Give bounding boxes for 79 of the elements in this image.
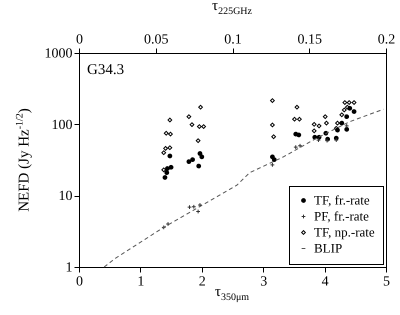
x-tick-label: 5 xyxy=(383,274,390,290)
point xyxy=(293,144,298,150)
point xyxy=(352,109,356,114)
point xyxy=(190,157,195,162)
x-axis-title: τ$_{350μm}$ xyxy=(214,284,250,303)
point xyxy=(162,175,168,180)
point xyxy=(312,128,317,134)
point xyxy=(168,118,172,122)
point xyxy=(198,202,202,208)
legend-label: PF, fr.-rate xyxy=(314,208,370,224)
point xyxy=(196,209,200,214)
point xyxy=(312,122,317,127)
point xyxy=(344,124,350,128)
x2-axis-title: τ$_{225GHz}$ xyxy=(212,0,252,17)
y-tick-label: 1 xyxy=(66,260,72,276)
point xyxy=(316,124,322,128)
legend-label: TF, fr.-rate xyxy=(314,192,370,208)
x-tick-label: 4 xyxy=(322,274,329,290)
point xyxy=(165,166,170,171)
point xyxy=(198,151,202,156)
point xyxy=(168,154,172,158)
point xyxy=(270,162,275,168)
point xyxy=(201,124,206,129)
point xyxy=(270,98,275,103)
x2-tick-label: 0.15 xyxy=(298,32,322,48)
point xyxy=(344,127,350,132)
point xyxy=(164,170,170,176)
point xyxy=(191,204,196,210)
y-tick-label: 100 xyxy=(52,118,72,133)
point xyxy=(292,116,297,122)
point xyxy=(166,222,170,226)
x2-tick-label: 0 xyxy=(76,32,83,48)
point xyxy=(322,114,328,120)
y-tick-label: 10 xyxy=(58,189,72,204)
point xyxy=(190,122,194,128)
x-tick-label: 2 xyxy=(198,274,206,290)
point xyxy=(293,132,298,136)
point xyxy=(196,164,202,168)
point xyxy=(271,134,276,140)
point xyxy=(270,122,275,128)
x2-tick-label: 0.1 xyxy=(224,32,242,48)
point xyxy=(344,114,350,120)
point xyxy=(186,114,192,120)
x-tick-label: 3 xyxy=(260,274,268,290)
legend-label: BLIP xyxy=(314,240,342,256)
point xyxy=(324,120,329,126)
x-tick-label: 0 xyxy=(76,274,83,290)
point xyxy=(342,108,347,112)
point xyxy=(198,104,203,110)
point xyxy=(296,132,302,138)
point xyxy=(163,146,168,151)
point xyxy=(168,164,174,170)
point xyxy=(164,130,169,136)
point xyxy=(346,100,352,105)
point xyxy=(342,100,348,105)
point xyxy=(168,145,172,150)
x2-tick-label: 0.2 xyxy=(378,32,396,48)
point xyxy=(335,120,340,126)
point xyxy=(298,143,302,148)
y-tick-label: 1000 xyxy=(44,46,72,62)
point xyxy=(161,150,166,156)
legend-label: TF, np.-rate xyxy=(314,224,375,240)
x-tick-label: 1 xyxy=(137,274,144,290)
point xyxy=(161,167,166,172)
point xyxy=(312,134,318,140)
point xyxy=(186,159,192,164)
point xyxy=(297,116,302,122)
point xyxy=(294,104,300,110)
point xyxy=(352,100,356,105)
x2-tick-label: 0.05 xyxy=(144,32,168,48)
point xyxy=(339,112,344,118)
point xyxy=(339,120,344,126)
point xyxy=(199,154,204,160)
point xyxy=(196,124,202,129)
line-series xyxy=(104,108,384,268)
point xyxy=(168,132,173,136)
point xyxy=(196,138,200,144)
annotation: G34.3 xyxy=(87,62,124,78)
point xyxy=(272,157,277,162)
